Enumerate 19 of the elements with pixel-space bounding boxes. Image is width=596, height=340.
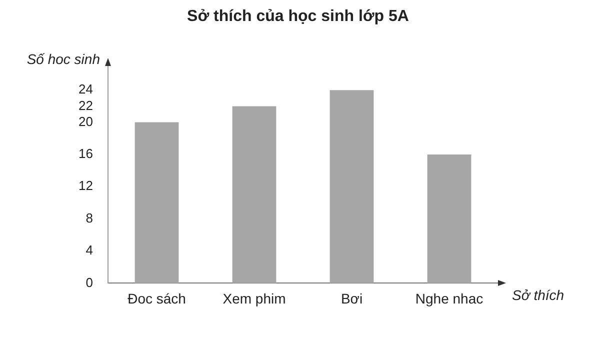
x-tick-label: Bơi — [340, 290, 363, 306]
x-axis-title: Sở thích — [512, 287, 564, 304]
chart-title: Sở thích của học sinh lớp 5A — [186, 8, 410, 26]
y-tick-label: 0 — [86, 274, 93, 290]
y-tick-label: 20 — [78, 114, 93, 129]
y-tick-label: 8 — [86, 210, 93, 226]
y-tick-label: 16 — [78, 146, 93, 162]
x-tick-label: Đoc sách — [128, 290, 186, 306]
bar — [232, 106, 276, 284]
y-axis-title: Số hoc sinh — [26, 50, 100, 67]
x-tick-label: Nghe nhac — [415, 290, 484, 306]
y-tick-label: 12 — [78, 178, 93, 194]
x-tick-label: Xem phim — [222, 290, 286, 306]
bar — [330, 90, 374, 284]
bar — [134, 122, 179, 284]
y-tick-label: 4 — [86, 242, 93, 258]
y-tick-label: 24 — [78, 82, 93, 97]
y-tick-label: 22 — [78, 98, 93, 113]
bar — [427, 154, 472, 284]
